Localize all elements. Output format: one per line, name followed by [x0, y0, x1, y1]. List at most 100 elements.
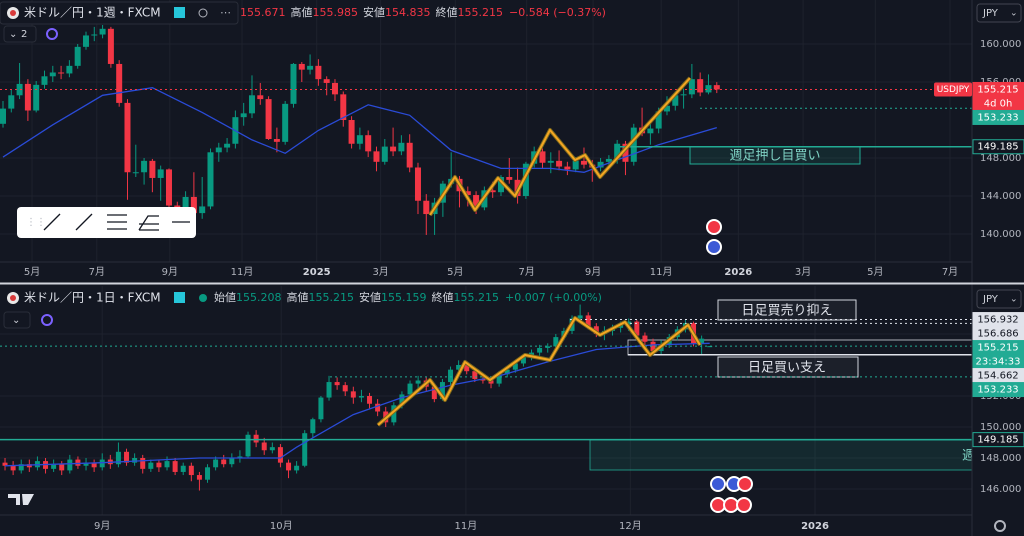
collapse-button[interactable]	[3, 311, 31, 329]
candle-body	[553, 337, 559, 347]
candle-body	[148, 462, 154, 469]
candle-body	[261, 442, 267, 451]
flag-icon[interactable]	[174, 7, 185, 18]
candle-body	[663, 105, 670, 112]
price-label: 153.233	[977, 112, 1018, 123]
candle-body	[115, 451, 121, 465]
candle-body	[331, 82, 338, 95]
candle-body	[423, 200, 430, 215]
candle-body	[634, 321, 640, 336]
zone-box[interactable]	[589, 439, 973, 471]
candle-body	[156, 462, 162, 468]
annotation-box[interactable]	[717, 356, 859, 378]
chevron[interactable]: ⌄	[1010, 295, 1018, 305]
candle-body	[58, 72, 65, 74]
drag-handle[interactable]: ⋮⋮	[26, 217, 46, 228]
symbol-flag	[10, 10, 16, 16]
candle-body	[315, 65, 322, 80]
candle-body	[240, 113, 247, 118]
chevron[interactable]: ⌄	[1010, 9, 1018, 19]
candle-body	[489, 190, 496, 193]
currency-label[interactable]: JPY	[982, 8, 999, 19]
y-tick-label: 150.000	[980, 422, 1021, 433]
candle-body	[375, 403, 381, 412]
stat-label: 終値	[436, 5, 458, 19]
x-tick-label: 9月	[162, 266, 178, 278]
zigzag-drawing[interactable]	[376, 316, 702, 427]
candle-body	[365, 135, 372, 152]
candle-body	[545, 346, 551, 348]
event-icon[interactable]	[723, 497, 739, 513]
candle-body	[83, 462, 89, 466]
countdown: 23:34:33	[976, 357, 1021, 368]
event-icon[interactable]	[710, 476, 726, 492]
indicator-icon[interactable]	[46, 28, 58, 40]
grid-layer	[0, 0, 972, 515]
candle-body	[199, 206, 206, 214]
stat-value: 155.215	[309, 291, 355, 304]
candle-body	[149, 160, 156, 178]
annotation-text: 日足買い支え	[748, 361, 826, 376]
event-icon[interactable]	[710, 497, 726, 513]
candle-body	[74, 46, 81, 66]
candle-body	[99, 459, 105, 468]
candle-body	[381, 146, 388, 162]
chevron[interactable]: ⌄	[9, 29, 17, 40]
candle-body	[334, 382, 340, 386]
zigzag-drawing[interactable]	[428, 76, 692, 217]
trendline-tool[interactable]	[43, 213, 61, 231]
candle-body	[556, 160, 563, 167]
candle-body	[24, 83, 31, 111]
candle-body	[497, 177, 504, 193]
candle-body	[585, 315, 591, 327]
candle-body	[597, 161, 604, 168]
x-tick-label: 11月	[231, 266, 254, 278]
price-label-bg	[972, 382, 1024, 398]
candle-body	[205, 467, 211, 480]
x-tick-label: 9月	[94, 520, 110, 532]
stat-value: 155.985	[313, 6, 359, 19]
candle-body	[398, 142, 405, 152]
candle-body	[237, 456, 243, 458]
chart-title[interactable]: 米ドル／円・1日・FXCM	[24, 291, 161, 305]
more-icon[interactable]: ⋯	[220, 6, 231, 19]
event-icon[interactable]	[737, 476, 753, 492]
event-icon[interactable]	[706, 239, 722, 255]
y-tick-label: 148.000	[980, 453, 1021, 464]
candle-body	[672, 95, 679, 106]
price-label-bg	[972, 81, 1024, 111]
link-icon[interactable]	[198, 8, 208, 18]
candle-body	[367, 396, 373, 404]
price-label: 149.185	[977, 142, 1018, 153]
stat-label: 始値	[214, 290, 236, 304]
logo[interactable]	[8, 494, 34, 505]
ray-tool[interactable]	[75, 213, 93, 231]
price-label: 155.215	[977, 343, 1018, 354]
candle-body	[290, 63, 297, 104]
indicator-icon[interactable]	[41, 314, 53, 326]
x-tick-label: 5月	[867, 266, 883, 278]
currency-dropdown[interactable]	[976, 3, 1022, 23]
candle-body	[302, 433, 308, 466]
pitchfork-tool[interactable]	[138, 215, 159, 231]
candle-body	[622, 143, 629, 162]
candle-body	[399, 394, 405, 406]
candle-body	[697, 79, 704, 93]
stat-label: 安値	[359, 290, 381, 304]
candle-body	[488, 380, 494, 384]
candle-body	[390, 146, 397, 152]
chart-title[interactable]: 米ドル／円・1週・FXCM	[24, 6, 161, 20]
candle-body	[141, 160, 148, 173]
currency-dropdown[interactable]	[976, 289, 1022, 309]
event-icon[interactable]	[706, 219, 722, 235]
settings-icon[interactable]	[994, 520, 1006, 532]
event-icon[interactable]	[736, 497, 752, 513]
x-tick-label: 7月	[89, 266, 105, 278]
chevron[interactable]: ⌄	[12, 315, 20, 326]
flag-icon[interactable]	[174, 292, 185, 303]
candle-body	[464, 191, 471, 196]
collapse-button[interactable]	[3, 25, 37, 43]
currency-label[interactable]: JPY	[982, 294, 999, 305]
price-label-bg	[972, 340, 1024, 370]
candle-body	[91, 462, 97, 468]
